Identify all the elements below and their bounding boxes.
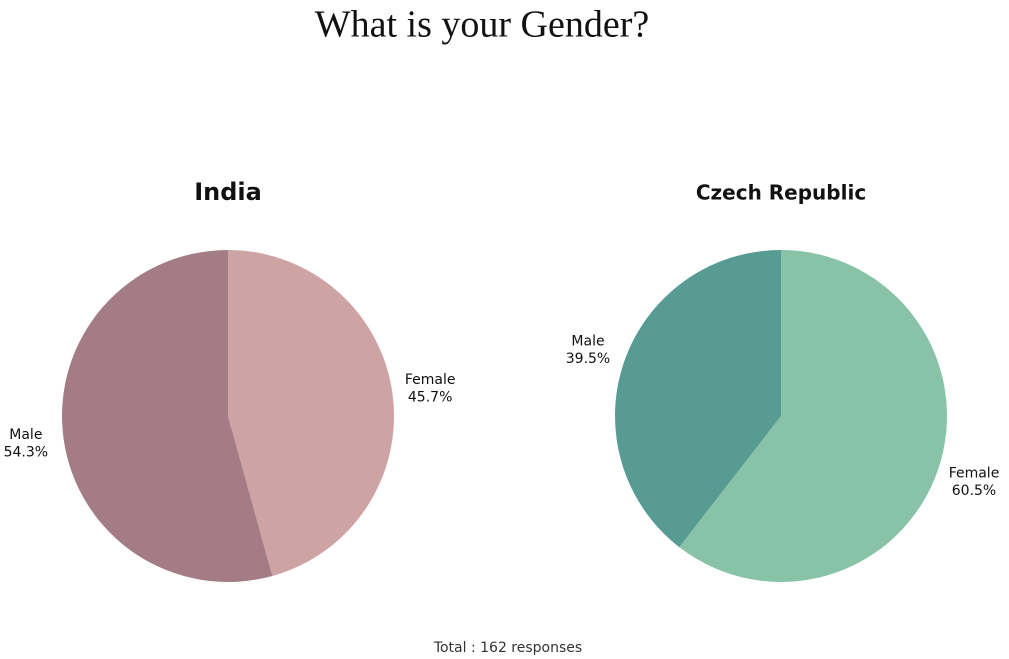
slice-category: Female (405, 372, 456, 388)
pie-slice (679, 250, 948, 582)
chart-title: Czech Republic (696, 181, 866, 205)
slice-label: Male 54.3% (4, 427, 48, 461)
pie-slice (228, 250, 395, 576)
slice-category: Male (9, 427, 42, 443)
chart-title: India (194, 178, 262, 206)
slice-category: Female (949, 466, 1000, 482)
slice-value: 39.5% (566, 351, 610, 367)
slice-value: 54.3% (4, 445, 48, 461)
footer: Total : 162 responses (433, 640, 582, 656)
slice-value: 60.5% (952, 483, 996, 499)
slice-category: Male (571, 334, 604, 350)
pie-slice (615, 250, 781, 548)
slice-label: Female 45.7% (405, 372, 456, 406)
main-title: What is your Gender? (315, 4, 650, 46)
slice-label: Male 39.5% (566, 334, 610, 368)
slice-label: Female 60.5% (949, 466, 1000, 500)
pie-slice (62, 250, 273, 583)
slice-value: 45.7% (408, 390, 452, 406)
